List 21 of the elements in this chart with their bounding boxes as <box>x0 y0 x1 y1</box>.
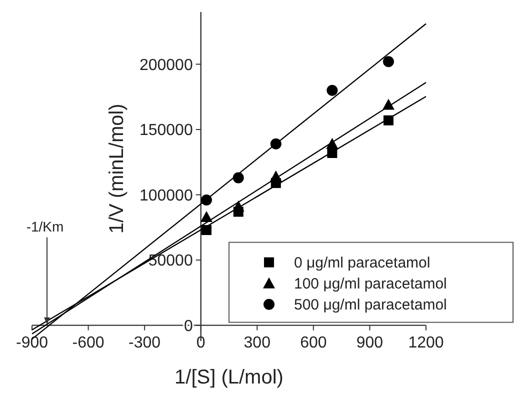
point <box>200 210 212 222</box>
y-tick-label: 50000 <box>148 252 193 270</box>
x-tick-label: 0 <box>196 334 206 352</box>
annotation: -1/Km <box>26 218 64 234</box>
x-tick-label: -300 <box>128 334 161 352</box>
legend-label: 0 μg/ml paracetamol <box>294 254 430 272</box>
x-axis-title: 1/[S] (L/mol) <box>174 366 284 388</box>
y-tick-label: 200000 <box>139 56 193 74</box>
point <box>326 84 338 96</box>
x-tick-label: 900 <box>356 334 384 352</box>
x-tick-label: 300 <box>244 334 271 352</box>
point <box>382 56 394 68</box>
legend-label: 500 μg/ml paracetamol <box>294 296 447 314</box>
x-tick-label: 600 <box>300 334 327 352</box>
x-tick-label: -600 <box>72 334 104 352</box>
y-tick-label: 100000 <box>139 187 193 204</box>
y-axis-title: 1/V (minL/mol) <box>106 104 128 234</box>
x-tick-label: -900 <box>16 334 48 352</box>
legend-label: 100 μg/ml paracetamol <box>294 276 447 293</box>
x-tick-label: 1200 <box>408 334 444 352</box>
y-tick-label: 150000 <box>139 122 193 140</box>
